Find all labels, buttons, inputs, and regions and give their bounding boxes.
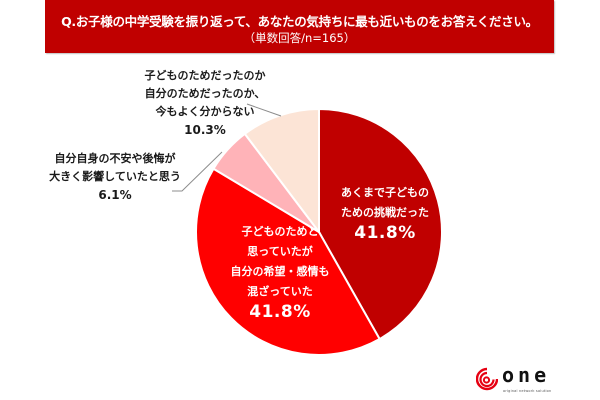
slice-for-child bbox=[318, 107, 443, 341]
pie-slices bbox=[195, 107, 443, 356]
label-percent: 41.8% bbox=[249, 302, 311, 322]
label-line: 混ざっていた bbox=[247, 285, 313, 298]
company-logo: one original network solution bbox=[476, 363, 566, 396]
label-line: 思っていたが bbox=[247, 245, 313, 258]
leader-line-unsure bbox=[246, 103, 282, 117]
logo-wordmark: one bbox=[502, 363, 551, 387]
label-percent: 41.8% bbox=[354, 223, 416, 243]
label-percent: 10.3% bbox=[184, 123, 226, 137]
label-line: あくまで子どもの bbox=[341, 186, 429, 199]
label-line: 自分の希望・感情も bbox=[230, 265, 330, 278]
leader-line-anxiety bbox=[172, 151, 223, 192]
label-line: 子どものためと bbox=[241, 225, 319, 238]
label-for-child: あくまで子どもの ための挑戦だった 41.8% bbox=[330, 183, 440, 243]
label-line: 自分自身の不安や後悔が bbox=[54, 152, 176, 165]
question-title: Q.お子様の中学受験を振り返って、あなたの気持ちに最も近いものをお答えください。 bbox=[61, 14, 538, 29]
label-line: 大きく影響していたと思う bbox=[49, 170, 181, 183]
question-subtitle: （単数回答/n=165） bbox=[243, 31, 356, 45]
red-swirl-icon bbox=[476, 367, 498, 391]
slice-mixed bbox=[195, 167, 381, 356]
label-line: 自分のためだったのか、 bbox=[144, 87, 266, 100]
label-percent: 6.1% bbox=[98, 188, 132, 202]
label-line: 子どものためだったのか bbox=[144, 69, 266, 82]
question-banner: Q.お子様の中学受験を振り返って、あなたの気持ちに最も近いものをお答えください。… bbox=[45, 0, 554, 53]
label-mixed: 子どものためと 思っていたが 自分の希望・感情も 混ざっていた 41.8% bbox=[215, 222, 345, 322]
label-line: ための挑戦だった bbox=[341, 206, 429, 219]
label-unsure: 子どものためだったのか 自分のためだったのか、 今もよく分からない 10.3% bbox=[135, 67, 275, 139]
label-line: 今もよく分からない bbox=[155, 105, 255, 118]
label-anxiety: 自分自身の不安や後悔が 大きく影響していたと思う 6.1% bbox=[40, 150, 190, 204]
logo-tagline: original network solution bbox=[503, 389, 552, 393]
